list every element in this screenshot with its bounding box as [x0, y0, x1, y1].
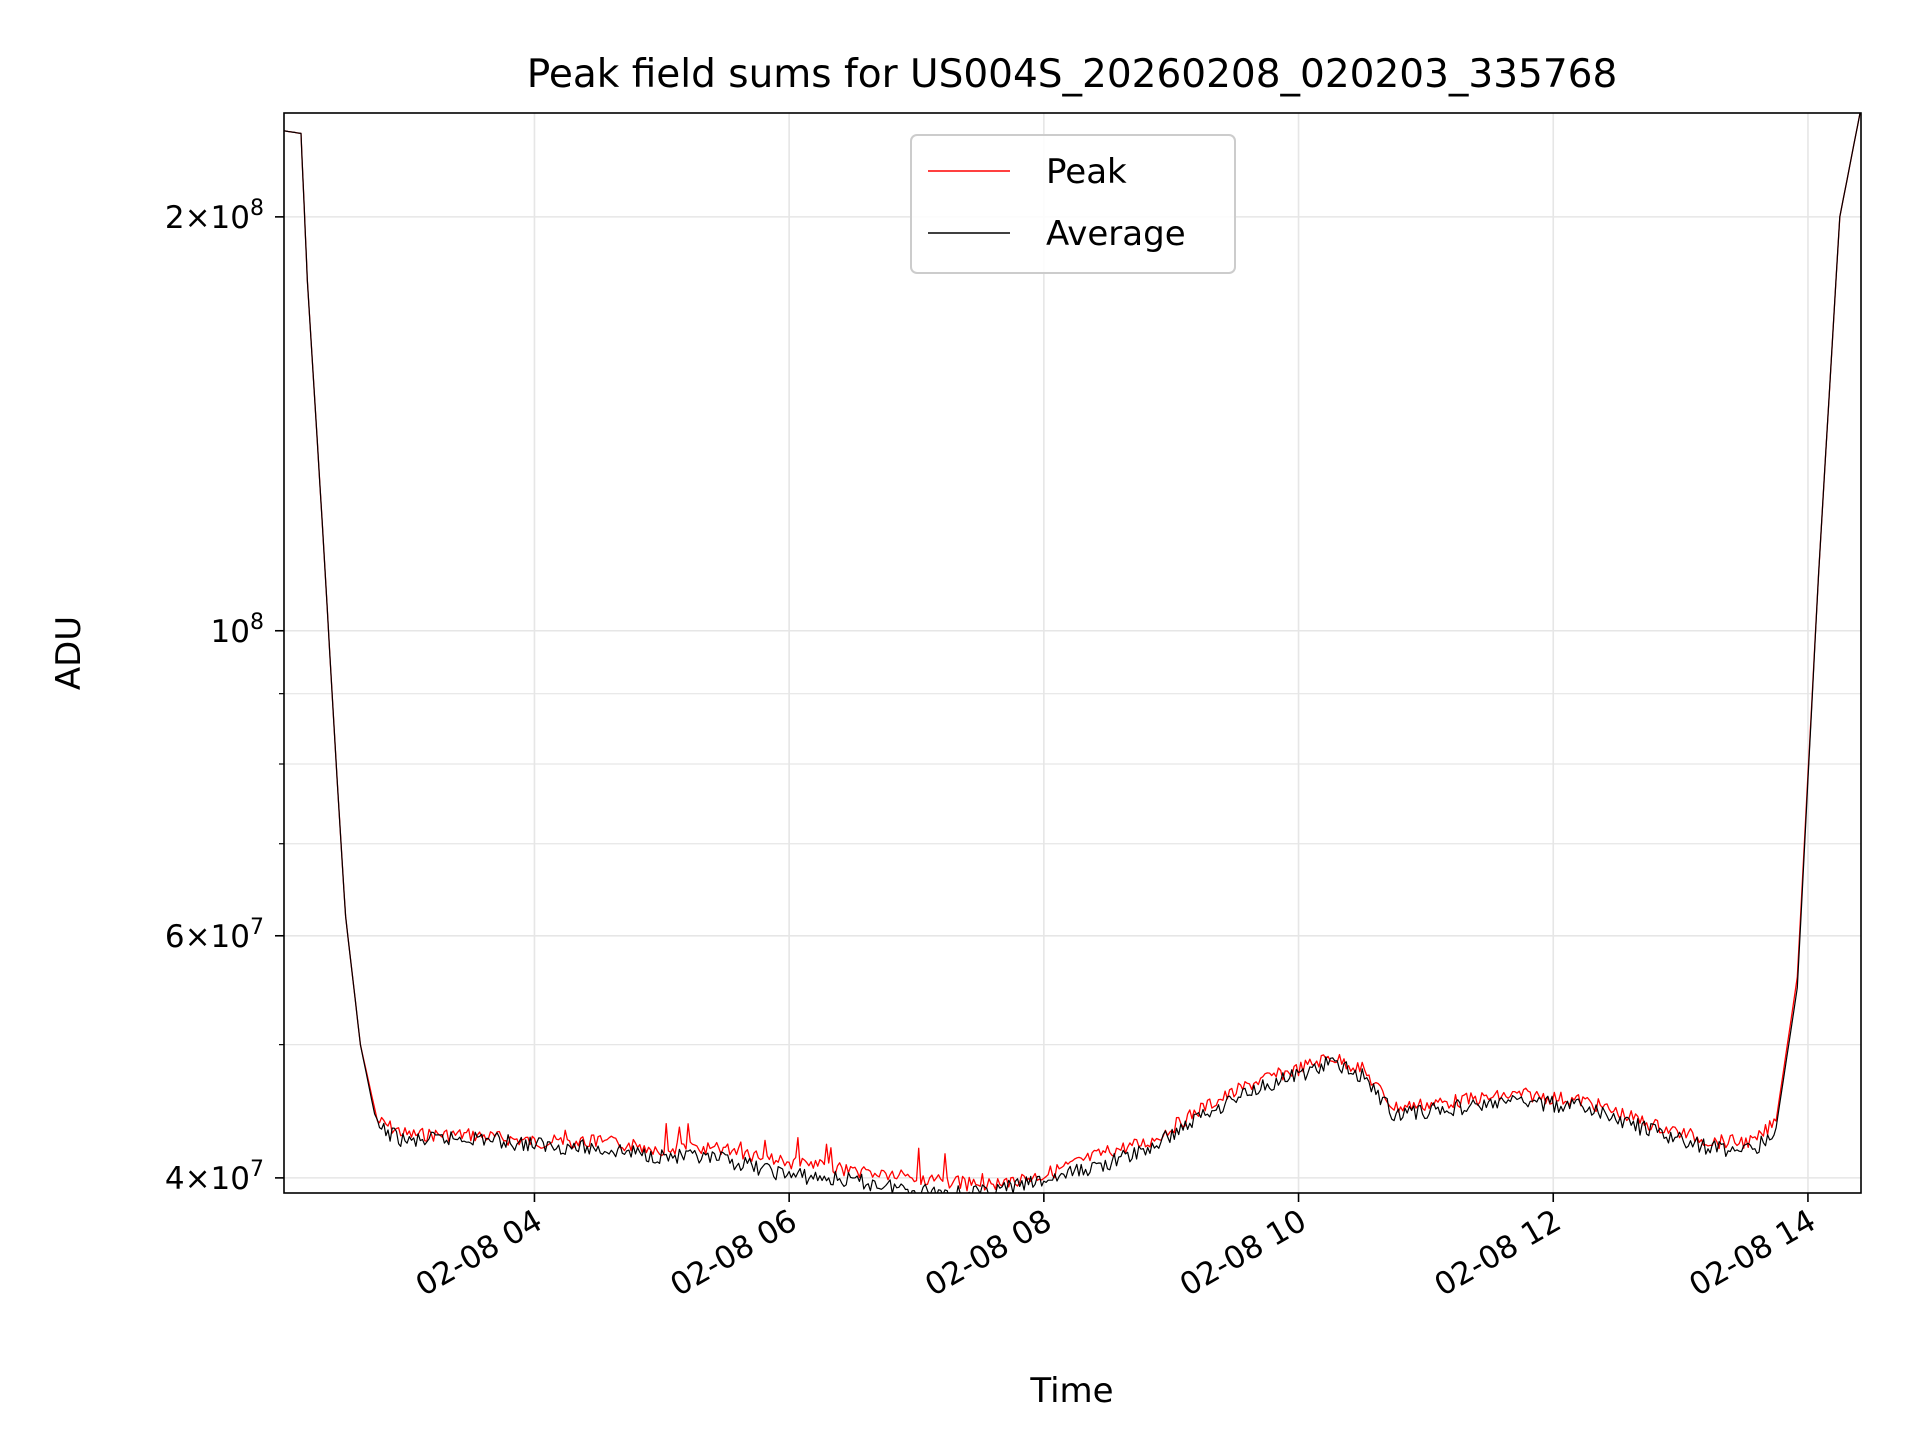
- y-tick-label-base: 10: [211, 614, 250, 650]
- y-tick-label-exponent: 7: [250, 1157, 264, 1182]
- y-tick-label: 2×108: [165, 196, 264, 236]
- y-tick-label: 4×107: [165, 1157, 264, 1197]
- y-tick-label-exponent: 7: [250, 915, 264, 940]
- y-tick-label: 108: [211, 610, 264, 650]
- legend-label-peak: Peak: [1046, 152, 1127, 192]
- y-axis-label: ADU: [49, 616, 89, 690]
- legend-box: [910, 134, 1236, 274]
- legend: Peak Average: [910, 134, 1236, 274]
- y-tick-label-exponent: 8: [250, 610, 264, 635]
- series-line-average: [284, 113, 1861, 1193]
- axes-frame: [283, 112, 1862, 1194]
- y-tick-label-base: 6×10: [165, 919, 250, 955]
- legend-label-average: Average: [1046, 214, 1186, 254]
- chart-title: Peak field sums for US004S_20260208_0202…: [527, 52, 1618, 97]
- series-group: [284, 113, 1861, 1193]
- y-tick-label-base: 4×10: [165, 1161, 250, 1197]
- y-tick-label-exponent: 8: [250, 196, 264, 221]
- plot-area: [284, 113, 1861, 1193]
- y-tick-label: 6×107: [165, 915, 264, 955]
- x-axis-label: Time: [1029, 1371, 1113, 1411]
- y-tick-label-base: 2×10: [165, 200, 250, 236]
